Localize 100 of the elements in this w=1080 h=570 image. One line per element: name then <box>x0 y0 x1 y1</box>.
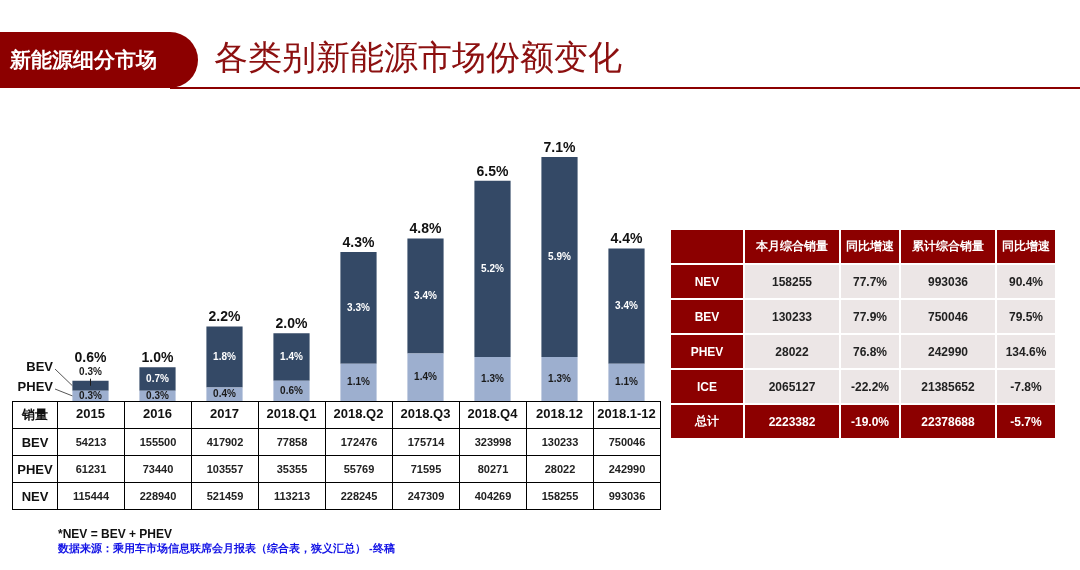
bar <box>407 353 444 401</box>
x-tick-label: 2016 <box>124 401 191 427</box>
data-label: 0.7% <box>146 372 169 384</box>
bar <box>474 180 511 357</box>
x-tick-label: 同比增速 <box>841 230 899 263</box>
chart-title: 销量 <box>12 401 58 429</box>
text: *NEV = BEV + PHEV <box>58 527 173 541</box>
total-label: 0.6% <box>74 348 107 365</box>
data-label: 73440 <box>124 455 192 483</box>
data-label: 61231 <box>57 455 125 483</box>
data-label: 521459 <box>191 482 259 510</box>
total-label: 2.0% <box>275 315 308 332</box>
total-label: 1.0% <box>141 348 174 365</box>
bar <box>608 248 645 364</box>
data-label: -22.2% <box>841 370 899 403</box>
data-label: 54213 <box>57 428 125 456</box>
data-label: 158255 <box>745 265 839 298</box>
data-label: 242990 <box>593 455 661 483</box>
data-label: 77.9% <box>841 300 899 333</box>
x-tick-label: 2015 <box>57 401 124 427</box>
x-tick-label: 2018.Q4 <box>459 401 526 427</box>
data-label: 28022 <box>526 455 594 483</box>
data-label: 22378688 <box>901 405 995 438</box>
total-label: 2.2% <box>208 308 241 325</box>
x-tick-label: 2018.12 <box>526 401 593 427</box>
data-label: 0.6% <box>280 384 303 396</box>
data-label: 3.3% <box>347 301 370 313</box>
data-label: 2223382 <box>745 405 839 438</box>
x-tick-label: 2018.Q3 <box>392 401 459 427</box>
y-tick-label: 总计 <box>671 405 743 438</box>
data-label: 90.4% <box>997 265 1055 298</box>
y-tick-label: PHEV <box>12 455 58 483</box>
data-label: 35355 <box>258 455 326 483</box>
data-label: 993036 <box>593 482 661 510</box>
data-label: 1.1% <box>347 376 370 388</box>
data-label: 5.2% <box>481 262 504 274</box>
data-label: 3.4% <box>414 289 437 301</box>
x-tick-label: 2018.1-12 <box>593 401 660 427</box>
data-label: 750046 <box>593 428 661 456</box>
source-note: 数据来源：乘用车市场信息联席会月报表（综合表，狭义汇总） -终稿 <box>58 541 395 556</box>
y-tick-label: NEV <box>12 482 58 510</box>
data-label: 55769 <box>325 455 393 483</box>
y-tick-label: BEV <box>671 300 743 333</box>
x-tick-label: 同比增速 <box>997 230 1055 263</box>
data-label: 0.3% <box>79 389 102 401</box>
data-label: 0.4% <box>213 387 236 399</box>
data-label: 247309 <box>392 482 460 510</box>
data-label: 0.3% <box>146 389 169 401</box>
x-tick-label: 2018.Q1 <box>258 401 325 427</box>
bar <box>608 363 645 401</box>
y-tick-label: PHEV <box>671 335 743 368</box>
bar <box>206 326 243 388</box>
data-label: 750046 <box>901 300 995 333</box>
data-label: 158255 <box>526 482 594 510</box>
data-label: 1.8% <box>213 350 236 362</box>
data-label: 2065127 <box>745 370 839 403</box>
data-label: 76.8% <box>841 335 899 368</box>
data-label: 3.4% <box>615 299 638 311</box>
data-label: 155500 <box>124 428 192 456</box>
x-tick-label: 2018.Q2 <box>325 401 392 427</box>
x-tick-label: 本月综合销量 <box>745 230 839 263</box>
data-label: 242990 <box>901 335 995 368</box>
bar <box>541 157 578 357</box>
total-label: 4.4% <box>610 230 643 247</box>
bar <box>340 363 377 401</box>
y-tick-label: ICE <box>671 370 743 403</box>
data-label: 404269 <box>459 482 527 510</box>
bar <box>273 333 310 381</box>
data-label: 77858 <box>258 428 326 456</box>
x-tick-label: 累计综合销量 <box>901 230 995 263</box>
data-label: 80271 <box>459 455 527 483</box>
total-label: 6.5% <box>476 162 509 179</box>
data-label: 228245 <box>325 482 393 510</box>
data-label: 1.3% <box>548 372 571 384</box>
total-label: 4.3% <box>342 233 375 250</box>
bar <box>541 356 578 401</box>
bar <box>340 251 377 364</box>
data-label: 0.3% <box>79 366 102 378</box>
data-label: 134.6% <box>997 335 1055 368</box>
data-label: 115444 <box>57 482 125 510</box>
total-label: 4.8% <box>409 220 442 237</box>
data-label: -7.8% <box>997 370 1055 403</box>
data-label: 1.3% <box>481 372 504 384</box>
data-label: 1.4% <box>414 371 437 383</box>
data-label: 28022 <box>745 335 839 368</box>
bar <box>72 380 109 391</box>
data-label: 113213 <box>258 482 326 510</box>
x-tick-label: 2017 <box>191 401 258 427</box>
data-label: 71595 <box>392 455 460 483</box>
data-label: 103557 <box>191 455 259 483</box>
data-label: 228940 <box>124 482 192 510</box>
data-label: 5.9% <box>548 250 571 262</box>
y-tick-label: BEV <box>12 428 58 456</box>
bar <box>407 238 444 354</box>
data-label: -19.0% <box>841 405 899 438</box>
data-label: 175714 <box>392 428 460 456</box>
total-label: 7.1% <box>543 138 576 155</box>
y-tick-label: NEV <box>671 265 743 298</box>
data-label: 79.5% <box>997 300 1055 333</box>
data-label: 130233 <box>745 300 839 333</box>
